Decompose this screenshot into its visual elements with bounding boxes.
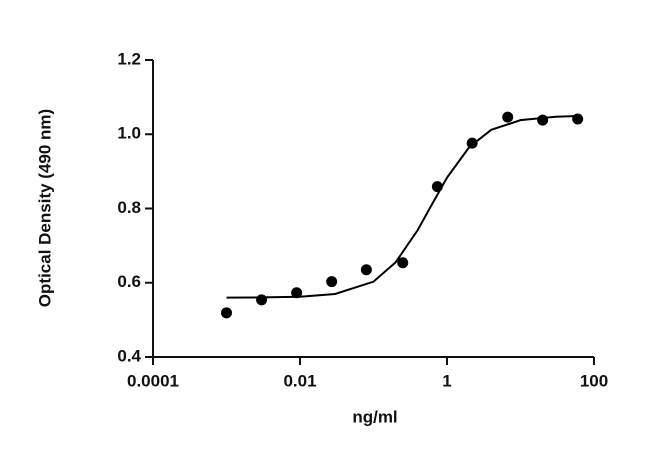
x-tick-label: 0.0001 — [127, 371, 179, 390]
data-point — [360, 264, 372, 276]
fit-curve — [226, 115, 578, 299]
data-point — [502, 111, 514, 123]
data-point — [291, 287, 303, 299]
data-point — [537, 114, 549, 126]
y-tick-label: 0.8 — [117, 198, 141, 217]
x-tick-label: 100 — [580, 371, 608, 390]
x-axis-title: ng/ml — [352, 407, 397, 426]
x-tick-label: 0.01 — [283, 371, 316, 390]
data-point — [221, 307, 232, 319]
y-tick-label: 0.4 — [117, 346, 141, 365]
y-axis-title: Optical Density (490 nm) — [35, 109, 54, 307]
y-tick-label: 1.2 — [117, 49, 141, 68]
data-point — [572, 113, 584, 125]
x-tick-label: 1 — [442, 371, 451, 390]
data-point — [326, 276, 338, 288]
data-point — [256, 294, 268, 306]
data-point — [397, 257, 409, 269]
y-tick-label: 0.6 — [117, 272, 141, 291]
y-tick-label: 1.0 — [117, 124, 141, 143]
